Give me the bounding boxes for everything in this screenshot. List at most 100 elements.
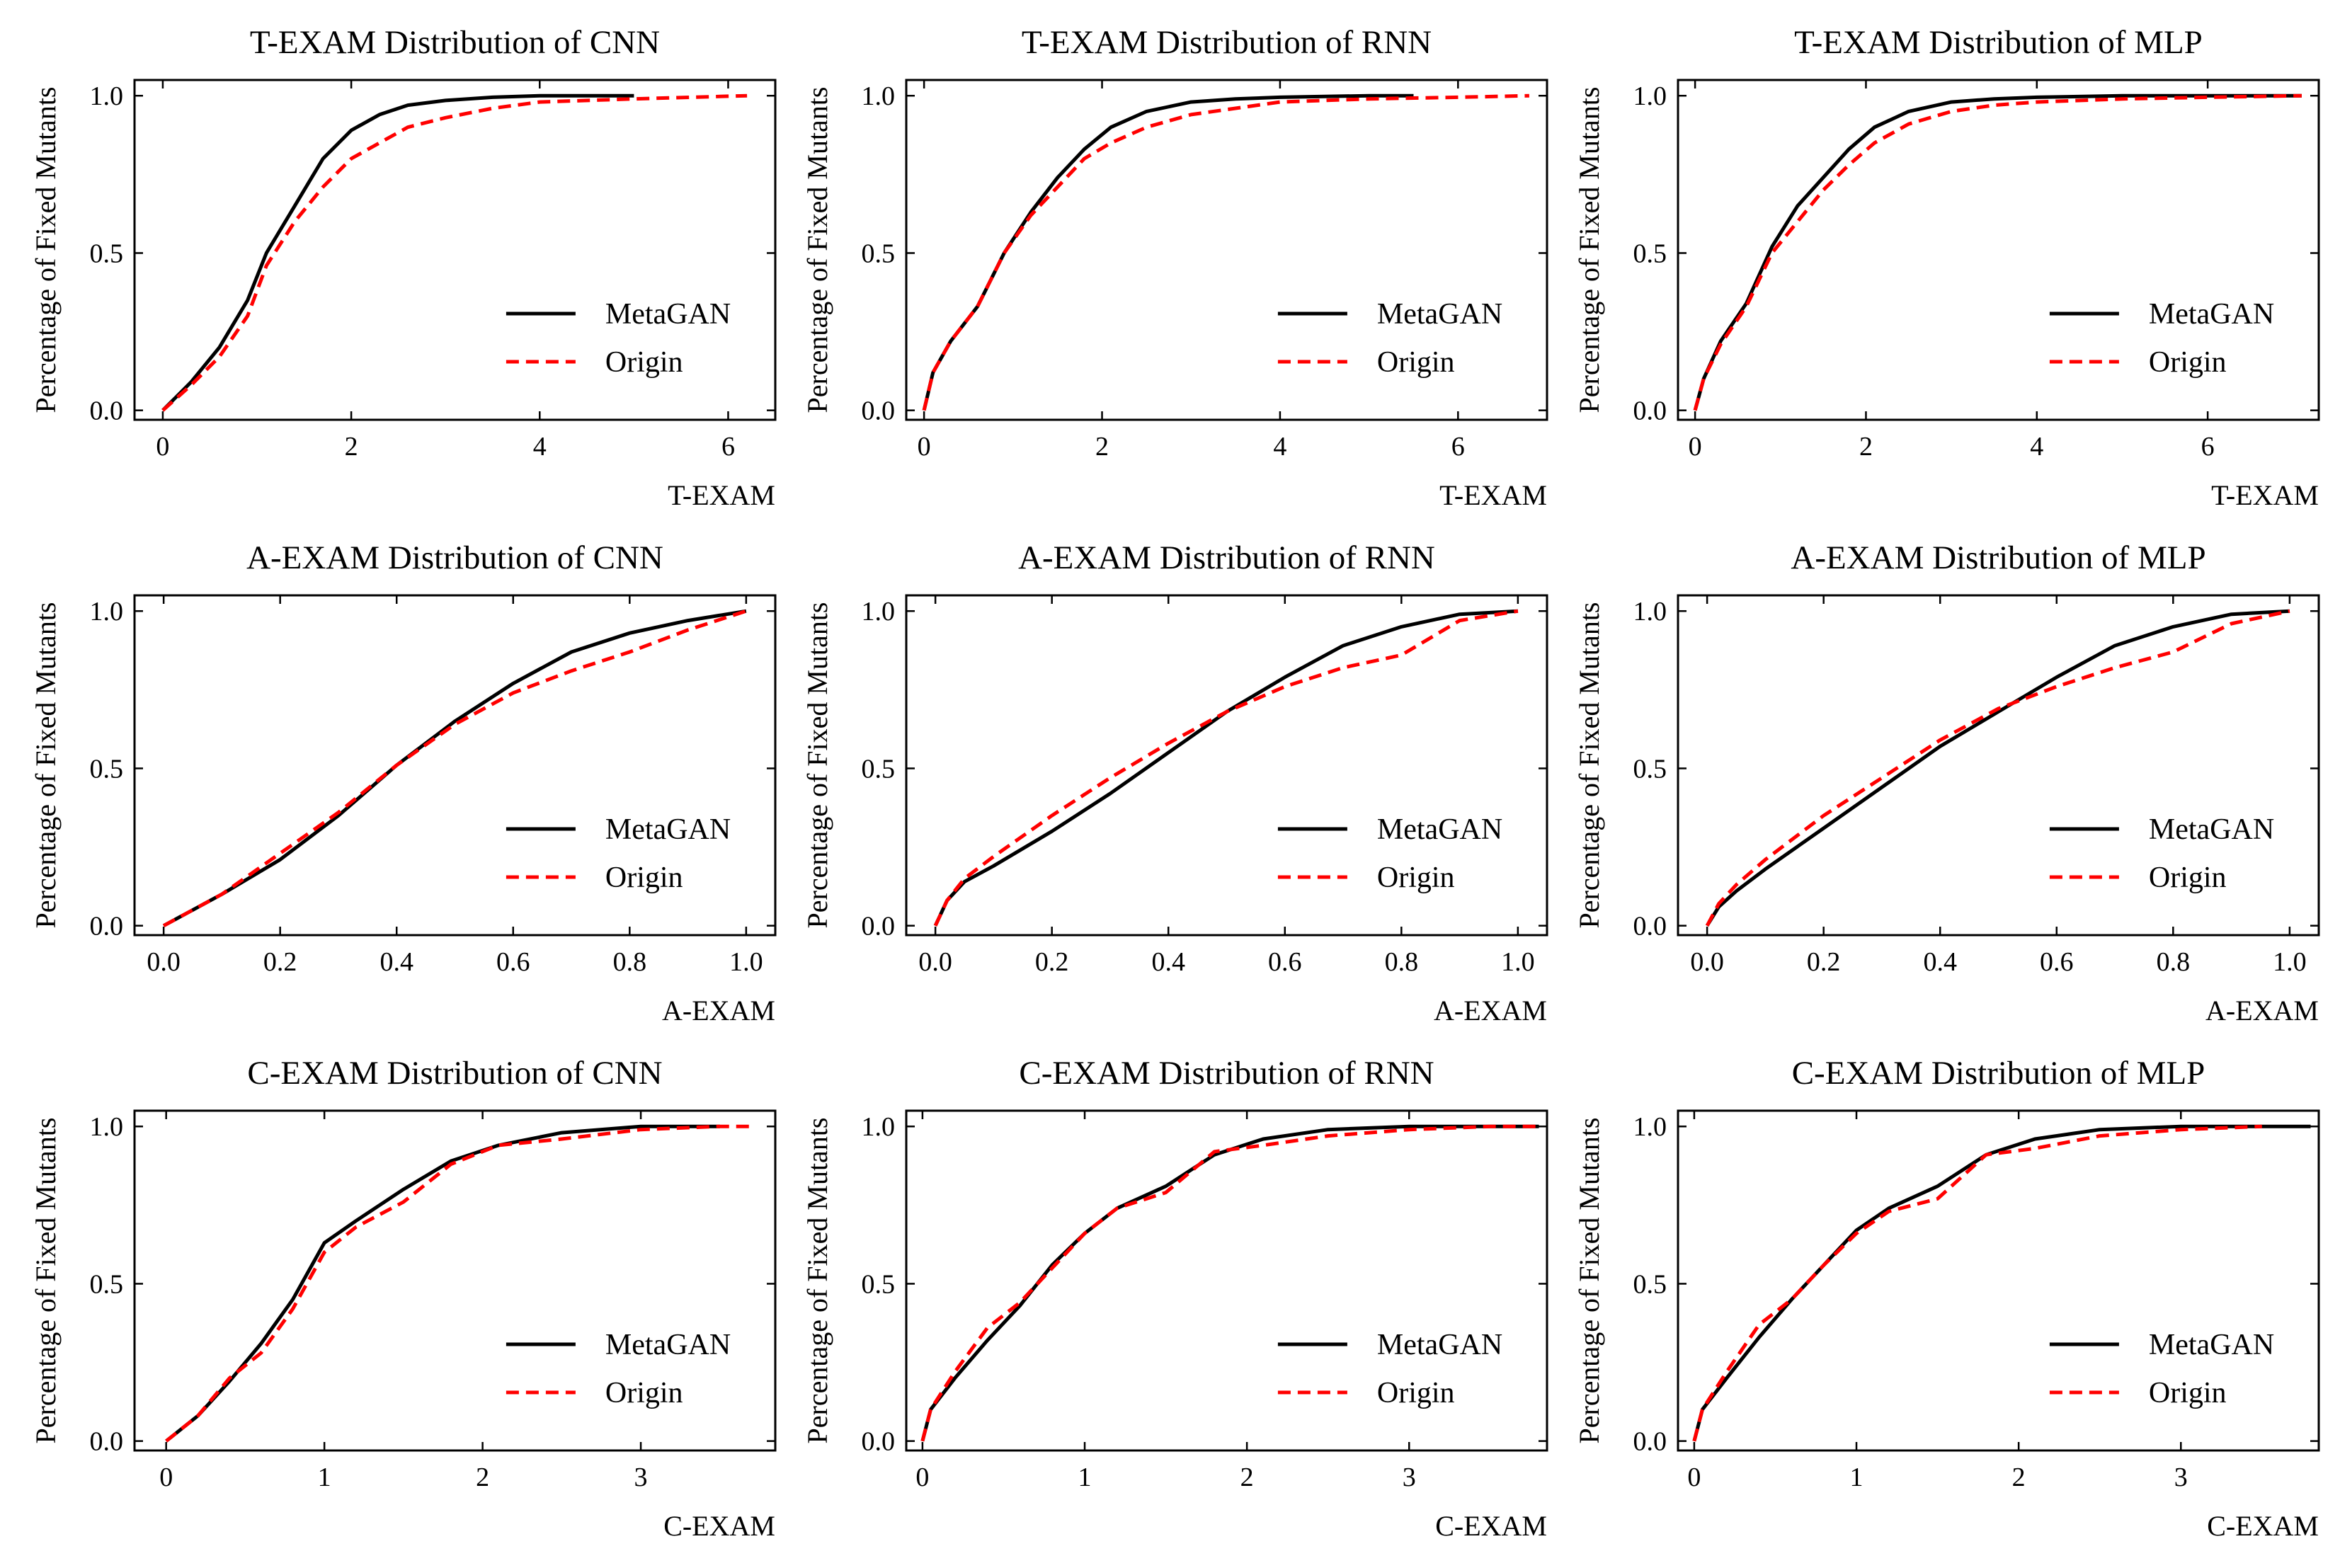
chart-title: A-EXAM Distribution of CNN (246, 539, 663, 576)
x-tick-label: 0 (1687, 1463, 1701, 1492)
y-tick-label: 0.0 (1633, 1427, 1667, 1457)
y-tick-label: 1.0 (1633, 1112, 1667, 1142)
x-tick-label: 2 (1240, 1463, 1254, 1492)
y-tick-label: 0.5 (90, 754, 124, 784)
x-tick-label: 1.0 (729, 947, 763, 977)
x-tick-label: 0.4 (1151, 947, 1185, 977)
y-axis-label: Percentage of Fixed Mutants (30, 602, 62, 929)
x-tick-label: 3 (2174, 1463, 2188, 1492)
axes-frame (905, 594, 1548, 937)
axes-frame (133, 79, 777, 421)
x-axis-label: A-EXAM (2205, 995, 2319, 1026)
y-tick-label: 0.5 (862, 239, 896, 268)
x-tick-label: 3 (634, 1463, 648, 1492)
legend-label-metagan: MetaGAN (2149, 1329, 2274, 1361)
y-tick-label: 0.5 (862, 1269, 896, 1299)
legend-label-metagan: MetaGAN (2149, 813, 2274, 846)
x-tick-label: 0.0 (147, 947, 181, 977)
legend-label-metagan: MetaGAN (1377, 298, 1502, 331)
series-line-origin (922, 93, 1529, 411)
y-tick-label: 0.5 (1633, 239, 1667, 268)
chart-title: A-EXAM Distribution of RNN (1018, 539, 1435, 576)
series-line-metagan (165, 1124, 720, 1443)
x-tick-label: 1 (318, 1463, 331, 1492)
chart-title: T-EXAM Distribution of RNN (1022, 24, 1432, 61)
axes-frame (905, 1109, 1548, 1452)
x-tick-label: 1 (1850, 1463, 1864, 1492)
panel-6: A-EXAM Distribution of MLP Percentage of … (1573, 539, 2320, 1026)
series-line-origin (933, 609, 1519, 927)
x-tick-label: 2 (2012, 1463, 2026, 1492)
legend-label-origin: Origin (2149, 346, 2227, 379)
y-tick-label: 1.0 (862, 1112, 896, 1142)
legend-label-origin: Origin (1377, 862, 1455, 894)
x-tick-label: 0.6 (1268, 947, 1302, 977)
legend-label-origin: Origin (605, 1377, 683, 1409)
x-tick-label: 0.0 (1690, 947, 1724, 977)
y-tick-label: 1.0 (90, 1112, 124, 1142)
x-tick-label: 0.8 (2157, 947, 2191, 977)
panel-8: C-EXAM Distribution of RNN Percentage of … (801, 1055, 1548, 1542)
chart-title: C-EXAM Distribution of MLP (1792, 1055, 2205, 1092)
y-tick-label: 0.0 (1633, 912, 1667, 942)
y-axis-label: Percentage of Fixed Mutants (1573, 87, 1605, 413)
x-tick-label: 0.8 (1385, 947, 1419, 977)
y-axis-label: Percentage of Fixed Mutants (1573, 1118, 1605, 1444)
x-tick-label: 0 (1689, 432, 1702, 462)
x-tick-label: 0 (159, 1463, 173, 1492)
legend-label-origin: Origin (605, 862, 683, 894)
x-tick-label: 0.4 (1923, 947, 1957, 977)
x-tick-label: 0.2 (263, 947, 297, 977)
y-axis-label: Percentage of Fixed Mutants (30, 1118, 62, 1444)
y-tick-label: 1.0 (90, 81, 124, 111)
x-tick-label: 4 (2030, 432, 2043, 462)
x-tick-label: 0.6 (2040, 947, 2074, 977)
legend-label-origin: Origin (1377, 1377, 1455, 1409)
series-line-origin (920, 1124, 1539, 1442)
y-tick-label: 1.0 (1633, 597, 1667, 626)
legend-label-metagan: MetaGAN (1377, 813, 1502, 846)
y-tick-label: 1.0 (1633, 81, 1667, 111)
y-tick-label: 0.5 (1633, 754, 1667, 784)
series-line-metagan (1693, 93, 2302, 411)
x-tick-label: 0.0 (918, 947, 952, 977)
x-tick-label: 3 (1403, 1463, 1416, 1492)
x-tick-label: 0.6 (496, 947, 530, 977)
x-axis-label: C-EXAM (2207, 1510, 2319, 1542)
x-tick-label: 1.0 (2273, 947, 2307, 977)
x-axis-label: T-EXAM (2211, 479, 2319, 511)
x-tick-label: 0 (918, 432, 931, 462)
series-line-origin (165, 1124, 752, 1443)
y-tick-label: 1.0 (862, 81, 896, 111)
chart-title: T-EXAM Distribution of MLP (1794, 24, 2203, 61)
y-tick-label: 0.0 (862, 1427, 896, 1457)
y-axis-label: Percentage of Fixed Mutants (1573, 602, 1605, 929)
axes-frame (1677, 594, 2320, 937)
x-tick-label: 6 (1451, 432, 1465, 462)
series-line-origin (1705, 609, 2290, 927)
y-axis-label: Percentage of Fixed Mutants (801, 87, 833, 413)
panel-4: A-EXAM Distribution of CNN Percentage of … (30, 539, 777, 1026)
x-tick-label: 1 (1078, 1463, 1092, 1492)
chart-title: T-EXAM Distribution of CNN (250, 24, 660, 61)
legend-label-metagan: MetaGAN (605, 813, 731, 846)
legend-label-metagan: MetaGAN (605, 1329, 731, 1361)
series-line-origin (162, 609, 747, 927)
legend-label-metagan: MetaGAN (2149, 298, 2274, 331)
y-tick-label: 1.0 (862, 597, 896, 626)
series-line-metagan (933, 609, 1519, 927)
x-tick-label: 2 (476, 1463, 489, 1492)
y-tick-label: 0.0 (90, 396, 124, 426)
chart-title: A-EXAM Distribution of MLP (1791, 539, 2205, 576)
x-tick-label: 4 (1273, 432, 1286, 462)
x-axis-label: T-EXAM (668, 479, 775, 511)
x-axis-label: A-EXAM (662, 995, 775, 1026)
x-tick-label: 0.4 (379, 947, 413, 977)
legend-label-metagan: MetaGAN (605, 298, 731, 331)
y-tick-label: 0.5 (90, 239, 124, 268)
series-line-metagan (1692, 1124, 2311, 1442)
y-axis-label: Percentage of Fixed Mutants (801, 602, 833, 929)
legend-label-origin: Origin (2149, 862, 2227, 894)
x-axis-label: T-EXAM (1439, 479, 1547, 511)
